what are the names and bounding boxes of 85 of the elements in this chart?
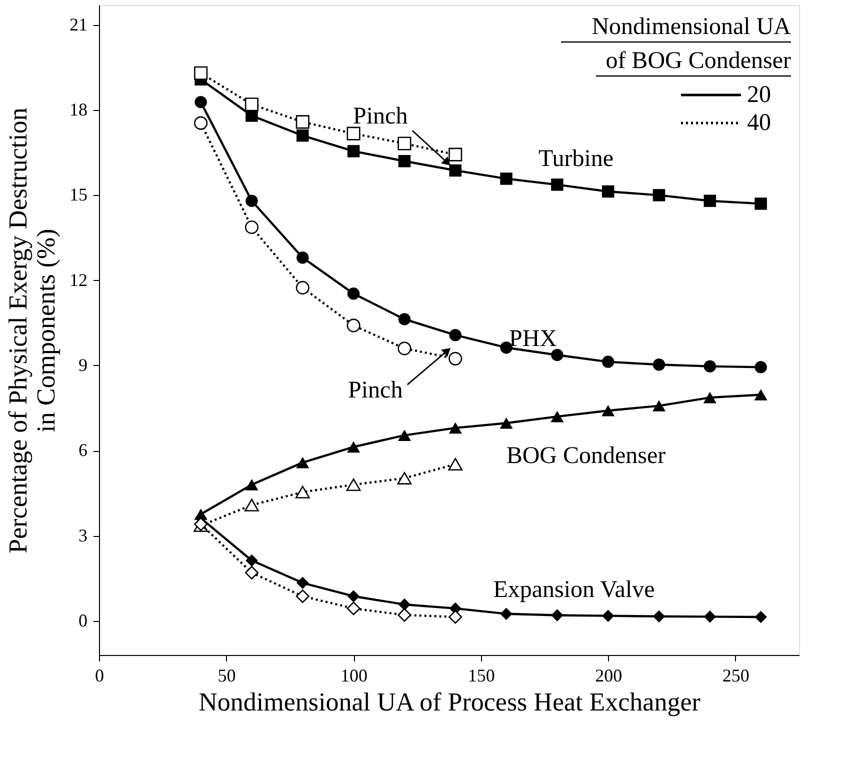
legend-label: 40 xyxy=(747,110,771,136)
y-axis-title: Percentage of Physical Exergy Destruction in Components (%) xyxy=(4,108,60,554)
point xyxy=(194,116,208,130)
point xyxy=(346,126,360,140)
point xyxy=(347,441,360,453)
y-tick-label: 12 xyxy=(70,270,88,290)
y-tick-label: 9 xyxy=(78,354,88,375)
point xyxy=(244,98,258,112)
point xyxy=(296,576,309,590)
annotation: Expansion Valve xyxy=(493,577,655,603)
annotation: Turbine xyxy=(538,146,614,172)
point xyxy=(652,400,666,412)
point xyxy=(500,172,512,185)
legend-label: 20 xyxy=(747,82,771,108)
point xyxy=(246,194,258,207)
point xyxy=(347,590,360,602)
x-tick-label: 150 xyxy=(468,666,495,686)
point xyxy=(347,288,360,300)
point xyxy=(652,358,666,371)
point xyxy=(704,360,716,372)
y-tick-label: 15 xyxy=(70,184,88,205)
point xyxy=(296,129,309,142)
legend-title: Nondimensional UA of BOG Condenser xyxy=(592,14,792,74)
point xyxy=(754,610,767,624)
point xyxy=(244,220,258,234)
annotation: Pinch xyxy=(348,378,403,404)
point xyxy=(448,148,462,162)
point xyxy=(754,361,767,374)
annotation: BOG Condenser xyxy=(506,443,666,469)
point xyxy=(500,417,513,429)
x-tick-label: 100 xyxy=(340,666,368,686)
point xyxy=(346,478,361,491)
x-axis-title: Nondimensional UA of Process Heat Exchanger xyxy=(198,688,701,716)
point xyxy=(194,66,208,80)
point xyxy=(551,609,564,622)
point xyxy=(398,154,411,168)
point xyxy=(296,280,310,294)
point xyxy=(500,608,512,620)
point xyxy=(550,410,564,422)
point xyxy=(245,479,258,490)
point xyxy=(449,164,462,177)
point xyxy=(244,498,259,512)
x-tick-label: 50 xyxy=(218,666,236,686)
point xyxy=(296,252,309,264)
y-tick-label: 3 xyxy=(78,525,88,546)
point xyxy=(448,458,463,471)
y-tick-label: 21 xyxy=(70,14,88,34)
annotation: Pinch xyxy=(353,104,408,130)
point xyxy=(754,389,768,400)
point xyxy=(448,352,462,366)
point xyxy=(754,198,767,210)
y-tick-label: 18 xyxy=(70,100,88,120)
point xyxy=(398,313,411,326)
point xyxy=(449,328,462,342)
x-tick-label: 250 xyxy=(722,666,750,686)
point xyxy=(346,318,360,332)
y-tick-label: 0 xyxy=(78,610,88,630)
point xyxy=(602,404,615,416)
point xyxy=(398,342,412,356)
point xyxy=(448,422,462,434)
point xyxy=(704,194,716,207)
point xyxy=(602,185,614,198)
point xyxy=(194,96,207,108)
point xyxy=(296,456,310,468)
point xyxy=(703,392,716,404)
point xyxy=(551,178,564,191)
point xyxy=(602,356,614,368)
point xyxy=(296,115,310,129)
x-tick-label: 0 xyxy=(95,666,104,686)
point xyxy=(602,610,614,622)
point xyxy=(397,472,412,484)
annotation: PHX xyxy=(508,326,558,352)
point xyxy=(295,486,310,498)
y-tick-label: 6 xyxy=(78,440,88,460)
point xyxy=(652,189,666,202)
point xyxy=(704,610,716,623)
point xyxy=(347,145,360,158)
point xyxy=(346,602,360,616)
x-tick-label: 200 xyxy=(595,666,622,686)
point xyxy=(398,598,411,611)
point xyxy=(652,610,666,623)
point xyxy=(246,554,258,567)
point xyxy=(551,348,564,362)
point xyxy=(398,136,412,150)
point xyxy=(398,430,411,441)
